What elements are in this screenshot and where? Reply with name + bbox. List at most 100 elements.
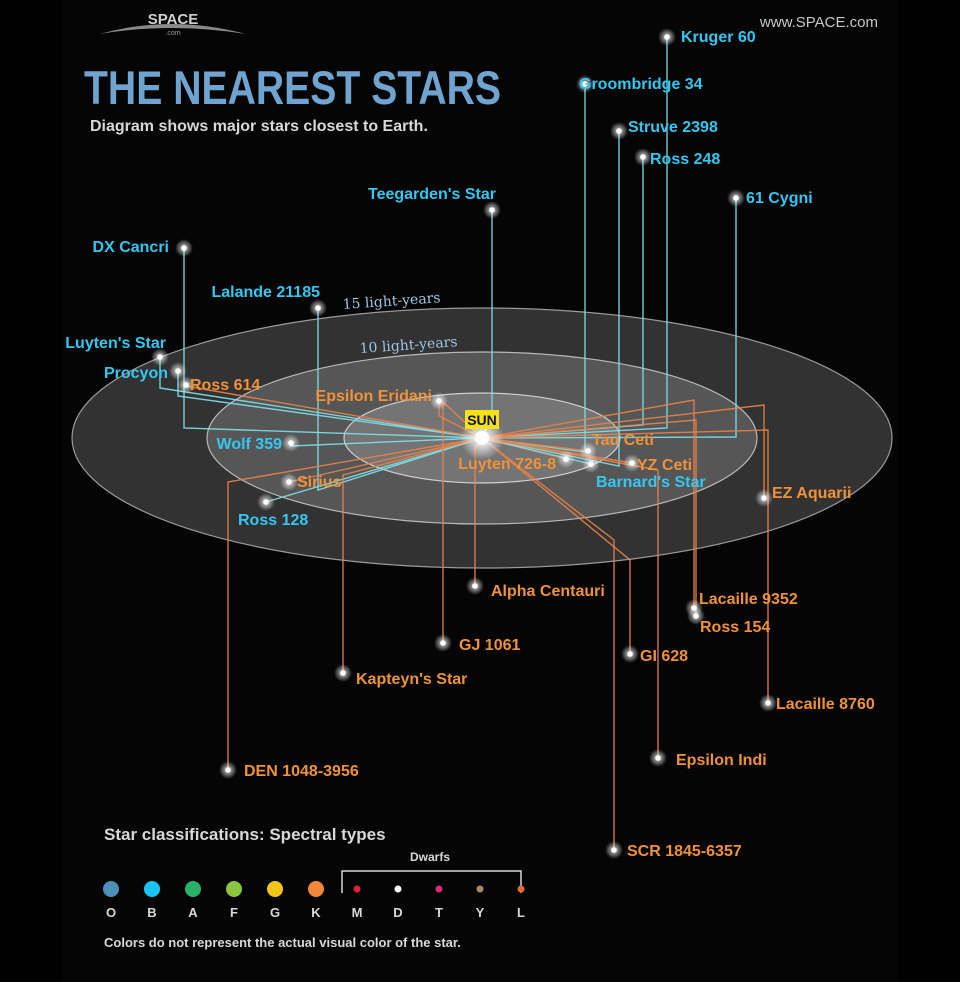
legend-swatch-o <box>103 881 119 897</box>
star-ross-248[interactable] <box>640 154 646 160</box>
star-label-scr-1845-6357: SCR 1845-6357 <box>627 843 742 860</box>
star-kapteyn-s-star[interactable] <box>340 670 346 676</box>
star-label-lacaille-9352: Lacaille 9352 <box>699 591 798 608</box>
star-label-luyten-s-star: Luyten's Star <box>65 335 166 352</box>
star-gi-628[interactable] <box>627 651 633 657</box>
star-scr-1845-6357[interactable] <box>611 847 617 853</box>
ring-label-10ly: 10 light-years <box>359 334 458 357</box>
star-lacaille-8760[interactable] <box>765 700 771 706</box>
star-label-kruger-60: Kruger 60 <box>681 29 756 46</box>
star-label-kapteyn-s-star: Kapteyn's Star <box>356 671 467 688</box>
sun-label-box <box>465 410 499 429</box>
star-epsilon-eridani[interactable] <box>436 398 442 404</box>
star-ross-154[interactable] <box>693 613 699 619</box>
legend-swatch-l <box>517 885 525 893</box>
star-epsilon-indi[interactable] <box>655 755 661 761</box>
star-label-procyon: Procyon <box>104 365 168 382</box>
star-wolf-359[interactable] <box>288 440 294 446</box>
connector-lacaille-9352 <box>481 399 695 608</box>
connector-ez-aquarii <box>481 404 765 498</box>
connector-den-1048-3956 <box>227 437 483 770</box>
star-kruger-60[interactable] <box>664 34 670 40</box>
connector-kruger-60 <box>481 37 668 439</box>
star-label-epsilon-eridani: Epsilon Eridani <box>316 388 432 405</box>
star-label-barnard-s-star: Barnard's Star <box>596 474 706 491</box>
star-procyon[interactable] <box>175 368 181 374</box>
legend-swatch-b <box>144 881 160 897</box>
star-61-cygni[interactable] <box>733 195 739 201</box>
star-tau-ceti[interactable] <box>585 448 591 454</box>
star-ross-128[interactable] <box>263 499 269 505</box>
legend-letter-l: L <box>517 905 525 920</box>
connector-dx-cancri <box>183 248 483 439</box>
connector-lacaille-8760 <box>481 429 769 703</box>
legend-letter-a: A <box>188 905 198 920</box>
star-label-luyten-726-8: Luyten 726-8 <box>458 456 556 473</box>
legend-swatch-y <box>476 885 484 893</box>
legend-letter-f: F <box>230 905 238 920</box>
star-gj-1061[interactable] <box>440 640 446 646</box>
legend-swatch-f <box>226 881 242 897</box>
connector-gi-628 <box>481 437 631 654</box>
legend-letter-t: T <box>435 905 443 920</box>
star-label-lalande-21185: Lalande 21185 <box>211 284 320 301</box>
star-alpha-centauri[interactable] <box>472 583 478 589</box>
star-label-tau-ceti: Tau Ceti <box>592 432 654 449</box>
star-ross-614[interactable] <box>183 382 189 388</box>
connector-luyten-s-star <box>159 357 483 439</box>
star-dx-cancri[interactable] <box>181 245 187 251</box>
star-struve-2398[interactable] <box>616 128 622 134</box>
star-label-ross-154: Ross 154 <box>700 619 770 636</box>
star-label-61-cygni: 61 Cygni <box>746 190 813 207</box>
star-label-teegarden-s-star: Teegarden's Star <box>368 186 496 203</box>
page-title: THE NEAREST STARS <box>84 61 501 114</box>
star-label-wolf-359: Wolf 359 <box>217 436 283 453</box>
legend-letter-k: K <box>311 905 321 920</box>
site-url[interactable]: www.SPACE.com <box>759 14 878 31</box>
connector-sirius <box>288 437 483 483</box>
legend-swatch-k <box>308 881 324 897</box>
connector-61-cygni <box>481 198 737 439</box>
star-label-lacaille-8760: Lacaille 8760 <box>776 696 875 713</box>
legend-letter-g: G <box>270 905 280 920</box>
logo-text: SPACE <box>148 11 199 28</box>
star-luyten-726-8[interactable] <box>563 456 569 462</box>
star-sirius[interactable] <box>286 479 292 485</box>
star-label-den-1048-3956: DEN 1048-3956 <box>244 763 359 780</box>
connector-lalande-21185 <box>317 308 483 491</box>
star-label-struve-2398: Struve 2398 <box>628 119 718 136</box>
star-yz-ceti[interactable] <box>629 460 635 466</box>
star-label-gj-1061: GJ 1061 <box>459 637 520 654</box>
logo-swoosh <box>100 24 246 34</box>
legend-note: Colors do not represent the actual visua… <box>104 935 461 950</box>
star-label-ross-248: Ross 248 <box>650 151 720 168</box>
legend-dwarfs-bracket <box>341 870 522 893</box>
star-barnard-s-star[interactable] <box>588 461 594 467</box>
star-ez-aquarii[interactable] <box>761 495 767 501</box>
star-den-1048-3956[interactable] <box>225 767 231 773</box>
legend-swatch-a <box>185 881 201 897</box>
star-label-epsilon-indi: Epsilon Indi <box>676 752 767 769</box>
star-labels: Kruger 60 Groombridge 34 Struve 2398 Ross 2… <box>65 29 875 860</box>
star-teegarden-s-star[interactable] <box>489 207 495 213</box>
legend-heading: Star classifications: Spectral types <box>104 825 386 844</box>
legend-swatch-d <box>394 885 402 893</box>
ring-label-15ly: 15 light-years <box>342 290 441 313</box>
connector-lines <box>159 37 769 850</box>
star-groombridge-34[interactable] <box>582 81 588 87</box>
connector-ross-128 <box>265 437 483 503</box>
star-label-ross-614: Ross 614 <box>190 377 260 394</box>
logo-subtext: .com <box>165 30 180 37</box>
star-label-groombridge-34: Groombridge 34 <box>579 76 703 93</box>
connector-kapteyn-s-star <box>342 437 483 673</box>
star-points <box>151 28 777 859</box>
connector-ross-154 <box>481 419 697 616</box>
star-lalande-21185[interactable] <box>315 305 321 311</box>
legend-dwarfs-label: Dwarfs <box>410 850 450 864</box>
connector-struve-2398 <box>481 131 620 467</box>
sun-dot <box>475 431 489 445</box>
star-luyten-s-star[interactable] <box>157 354 163 360</box>
